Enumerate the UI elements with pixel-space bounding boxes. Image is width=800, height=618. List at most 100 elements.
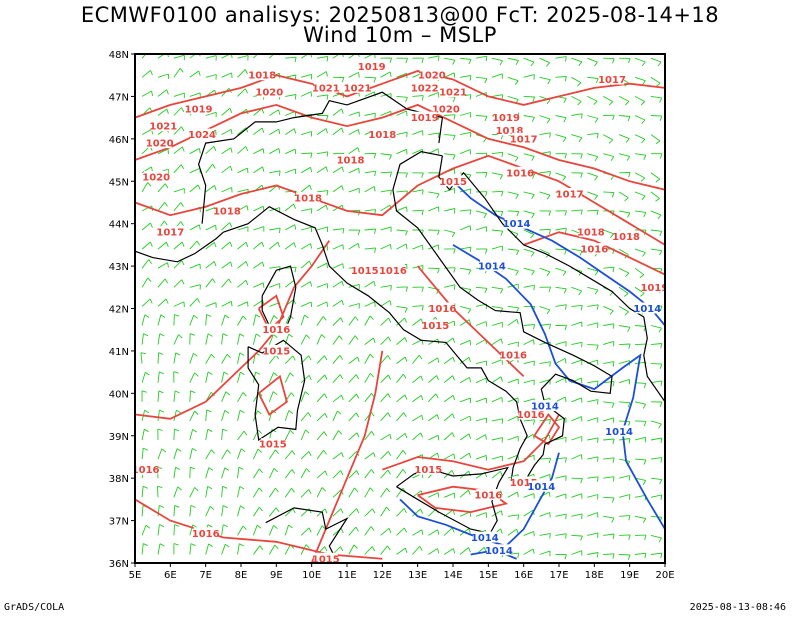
wind-barb <box>157 333 165 345</box>
wind-barb <box>300 184 312 193</box>
wind-barb <box>380 284 392 291</box>
wind-barb <box>316 128 328 135</box>
wind-barb <box>539 361 551 367</box>
wind-barb <box>157 524 165 536</box>
wind-barb <box>284 524 293 536</box>
wind-barb <box>650 325 662 333</box>
wind-barb <box>221 410 230 422</box>
isobar-label: 1015 <box>439 175 467 188</box>
wind-barb <box>157 278 169 288</box>
wind-barb <box>459 415 472 422</box>
wind-barb <box>221 314 230 326</box>
wind-barb <box>332 394 344 403</box>
wind-barb <box>221 391 230 402</box>
wind-barb <box>602 96 614 106</box>
wind-barb <box>571 304 583 311</box>
wind-barb <box>603 553 615 559</box>
isobar-label: 1014 <box>471 531 499 544</box>
wind-barb <box>173 188 185 194</box>
wind-barb <box>364 508 376 517</box>
isobar-label: 1021 <box>439 86 467 99</box>
wind-barb <box>364 247 377 253</box>
wind-barb <box>141 259 152 269</box>
wind-barb <box>619 438 631 444</box>
wind-barb <box>571 477 583 484</box>
wind-barb <box>412 508 424 517</box>
isobar-line <box>417 485 509 514</box>
wind-barb <box>571 493 583 499</box>
isobar-label: 1018 <box>577 226 605 239</box>
wind-barb <box>475 286 488 294</box>
wind-barb <box>571 113 583 119</box>
isobar-line <box>381 414 560 471</box>
wind-barb <box>332 263 344 269</box>
wind-barb <box>221 449 231 460</box>
wind-barb <box>332 470 344 479</box>
wind-barb <box>523 57 535 67</box>
svg-text:1018: 1018 <box>294 194 322 205</box>
wind-barb <box>141 447 148 460</box>
wind-barb <box>571 172 583 178</box>
isobar-label: 1021 <box>149 120 177 133</box>
wind-barb <box>221 428 228 441</box>
wind-barb <box>412 354 423 364</box>
wind-barb <box>444 208 456 214</box>
lat-tick-label: 44N <box>109 220 129 231</box>
wind-barb <box>189 284 201 290</box>
wind-barb <box>332 244 344 250</box>
wind-barb <box>348 335 359 345</box>
wind-barb <box>316 334 326 345</box>
wind-barb <box>348 243 360 250</box>
wind-barb <box>189 390 196 402</box>
wind-barb <box>650 57 662 67</box>
wind-barb <box>650 210 662 220</box>
wind-barb <box>587 456 599 462</box>
wind-barb <box>253 545 264 555</box>
wind-barb <box>157 262 169 269</box>
lat-tick-label: 42N <box>109 305 129 316</box>
wind-barb <box>269 128 281 135</box>
wind-barb <box>316 393 328 403</box>
wind-barb <box>364 153 377 159</box>
wind-barb <box>141 314 150 326</box>
wind-barb <box>444 114 456 120</box>
wind-barb <box>412 375 424 384</box>
wind-barb <box>571 534 583 541</box>
wind-barb <box>221 300 233 307</box>
wind-barb <box>300 391 310 402</box>
wind-barb <box>475 210 487 219</box>
wind-barb <box>475 248 488 254</box>
svg-text:1016: 1016 <box>506 168 534 179</box>
wind-barb <box>571 513 583 519</box>
wind-barb <box>444 134 456 141</box>
wind-barb <box>650 95 663 103</box>
wind-barb <box>475 226 487 232</box>
wind-barb <box>412 414 424 422</box>
svg-text:1016: 1016 <box>192 529 220 540</box>
wind-barb <box>603 191 615 198</box>
wind-barb <box>348 54 360 59</box>
svg-text:1014: 1014 <box>527 482 555 493</box>
wind-barb <box>555 115 567 123</box>
wind-barb <box>269 227 281 234</box>
wind-barb <box>634 267 645 278</box>
lon-tick-label: 5E <box>129 570 142 581</box>
wind-barb <box>571 321 583 327</box>
wind-barb <box>316 450 327 460</box>
wind-barb <box>364 301 376 307</box>
wind-barb <box>141 333 149 345</box>
wind-barb <box>571 359 583 366</box>
wind-barb <box>650 172 661 183</box>
wind-barb <box>364 112 376 119</box>
isobar-line <box>135 103 665 191</box>
wind-barb <box>634 534 647 541</box>
wind-barb <box>364 337 376 345</box>
balkan-coast <box>438 155 665 403</box>
wind-barb <box>396 286 408 292</box>
lat-tick-label: 41N <box>109 347 129 358</box>
alps-border <box>197 91 444 224</box>
wind-barb <box>285 94 297 100</box>
wind-barb <box>491 286 504 294</box>
wind-barb <box>237 55 249 61</box>
